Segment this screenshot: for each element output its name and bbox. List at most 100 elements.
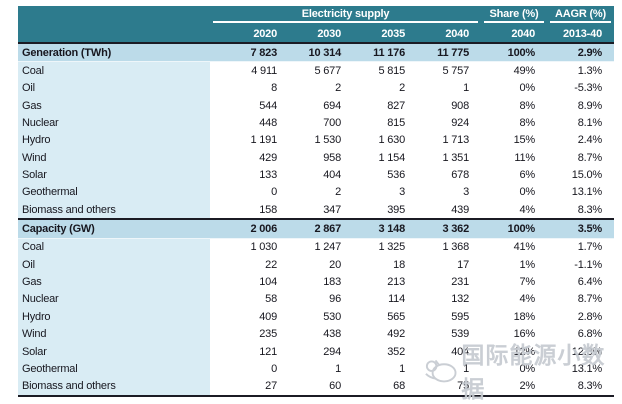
row-label: Wind: [18, 149, 210, 167]
cell-value: 5 815: [353, 61, 417, 80]
cell-value: 409: [210, 308, 289, 326]
cell-value: 12%: [481, 342, 547, 361]
cell-value: 395: [353, 201, 417, 220]
cell-value: 231: [417, 273, 481, 291]
row-label: Solar: [18, 342, 210, 361]
cell-value: 8%: [481, 114, 547, 132]
cell-value: 1: [417, 79, 481, 98]
cell-value: 924: [417, 114, 481, 132]
cell-value: 3 148: [353, 219, 417, 239]
cell-value: 6.4%: [547, 273, 614, 291]
cell-value: 1.3%: [547, 61, 614, 80]
cell-value: 8%: [481, 97, 547, 115]
cell-value: 544: [210, 97, 289, 115]
table-row: Geothermal 0 1 1 1 0% 13.1%: [18, 360, 614, 378]
cell-value: 1 713: [417, 131, 481, 150]
row-label: Coal: [18, 61, 210, 80]
row-label: Wind: [18, 325, 210, 343]
table-row: Biomass and others 158 347 395 439 4% 8.3%: [18, 201, 614, 220]
cell-value: 22: [210, 256, 289, 274]
table-row: Oil 22 20 18 17 1% -1.1%: [18, 256, 614, 274]
cell-value: 0: [210, 183, 289, 202]
row-label: Generation (TWh): [18, 43, 210, 63]
cell-value: 530: [289, 308, 353, 326]
share-year-header: 2040: [481, 23, 547, 43]
cell-value: 2.9%: [547, 43, 614, 63]
row-label: Geothermal: [18, 183, 210, 202]
cell-value: 4%: [481, 201, 547, 220]
aagr-label: AAGR (%): [550, 8, 611, 23]
cell-value: 2.4%: [547, 131, 614, 150]
cell-value: 700: [289, 114, 353, 132]
row-label: Biomass and others: [18, 201, 210, 220]
cell-value: 1 351: [417, 149, 481, 167]
row-label: Geothermal: [18, 360, 210, 378]
cell-value: 4 911: [210, 61, 289, 80]
cell-value: 121: [210, 342, 289, 361]
cell-value: 8.3%: [547, 201, 614, 220]
cell-value: 2: [289, 183, 353, 202]
year-header-2040: 2040: [417, 23, 481, 43]
table-row: Hydro 409 530 565 595 18% 2.8%: [18, 308, 614, 326]
cell-value: 1 030: [210, 238, 289, 257]
cell-value: 2%: [481, 377, 547, 396]
cell-value: 183: [289, 273, 353, 291]
cell-value: 114: [353, 290, 417, 309]
cell-value: 1 630: [353, 131, 417, 150]
cell-value: 352: [353, 342, 417, 361]
cell-value: 1.7%: [547, 238, 614, 257]
cell-value: 2: [289, 79, 353, 98]
row-label: Gas: [18, 97, 210, 115]
cell-value: 3: [353, 183, 417, 202]
cell-value: 6.8%: [547, 325, 614, 343]
cell-value: 49%: [481, 61, 547, 80]
row-label: Hydro: [18, 131, 210, 150]
cell-value: 3.5%: [547, 219, 614, 239]
cell-value: 404: [289, 166, 353, 184]
cell-value: 827: [353, 97, 417, 115]
electricity-supply-group-header: Electricity supply: [210, 6, 481, 23]
cell-value: 438: [289, 325, 353, 343]
table-row: Wind 235 438 492 539 16% 6.8%: [18, 325, 614, 343]
table-row: Nuclear 58 96 114 132 4% 8.7%: [18, 290, 614, 309]
cell-value: 11%: [481, 149, 547, 167]
cell-value: 18: [353, 256, 417, 274]
table-row: Coal 4 911 5 677 5 815 5 757 49% 1.3%: [18, 61, 614, 80]
cell-value: 8.1%: [547, 114, 614, 132]
share-label: Share (%): [484, 8, 544, 23]
cell-value: 11 775: [417, 43, 481, 63]
cell-value: 539: [417, 325, 481, 343]
cell-value: 8.9%: [547, 97, 614, 115]
cell-value: 815: [353, 114, 417, 132]
cell-value: 5 677: [289, 61, 353, 80]
row-label: Nuclear: [18, 114, 210, 132]
cell-value: 1 154: [353, 149, 417, 167]
cell-value: 18%: [481, 308, 547, 326]
table-row: Hydro 1 191 1 530 1 630 1 713 15% 2.4%: [18, 131, 614, 150]
cell-value: 60: [289, 377, 353, 396]
table-row: Geothermal 0 2 3 3 0% 13.1%: [18, 183, 614, 202]
table-body: Generation (TWh) 7 823 10 314 11 176 11 775 1…: [18, 43, 614, 396]
cell-value: 58: [210, 290, 289, 309]
cell-value: 0%: [481, 79, 547, 98]
cell-value: 1 325: [353, 238, 417, 257]
cell-value: 1: [289, 360, 353, 378]
cell-value: 678: [417, 166, 481, 184]
cell-value: 1 368: [417, 238, 481, 257]
row-label: Oil: [18, 256, 210, 274]
table-row: Wind 429 958 1 154 1 351 11% 8.7%: [18, 149, 614, 167]
electricity-supply-table: Electricity supply Share (%) AAGR (%) 20…: [18, 6, 614, 397]
cell-value: 0%: [481, 360, 547, 378]
cell-value: 41%: [481, 238, 547, 257]
cell-value: 27: [210, 377, 289, 396]
cell-value: 1 530: [289, 131, 353, 150]
table-group-row: Capacity (GW) 2 006 2 867 3 148 3 362 100% 3.5…: [18, 219, 614, 239]
electricity-supply-label: Electricity supply: [213, 8, 478, 23]
cell-value: 429: [210, 149, 289, 167]
cell-value: 2.8%: [547, 308, 614, 326]
cell-value: 17: [417, 256, 481, 274]
cell-value: -5.3%: [547, 79, 614, 98]
cell-value: 908: [417, 97, 481, 115]
cell-value: 6%: [481, 166, 547, 184]
cell-value: 20: [289, 256, 353, 274]
